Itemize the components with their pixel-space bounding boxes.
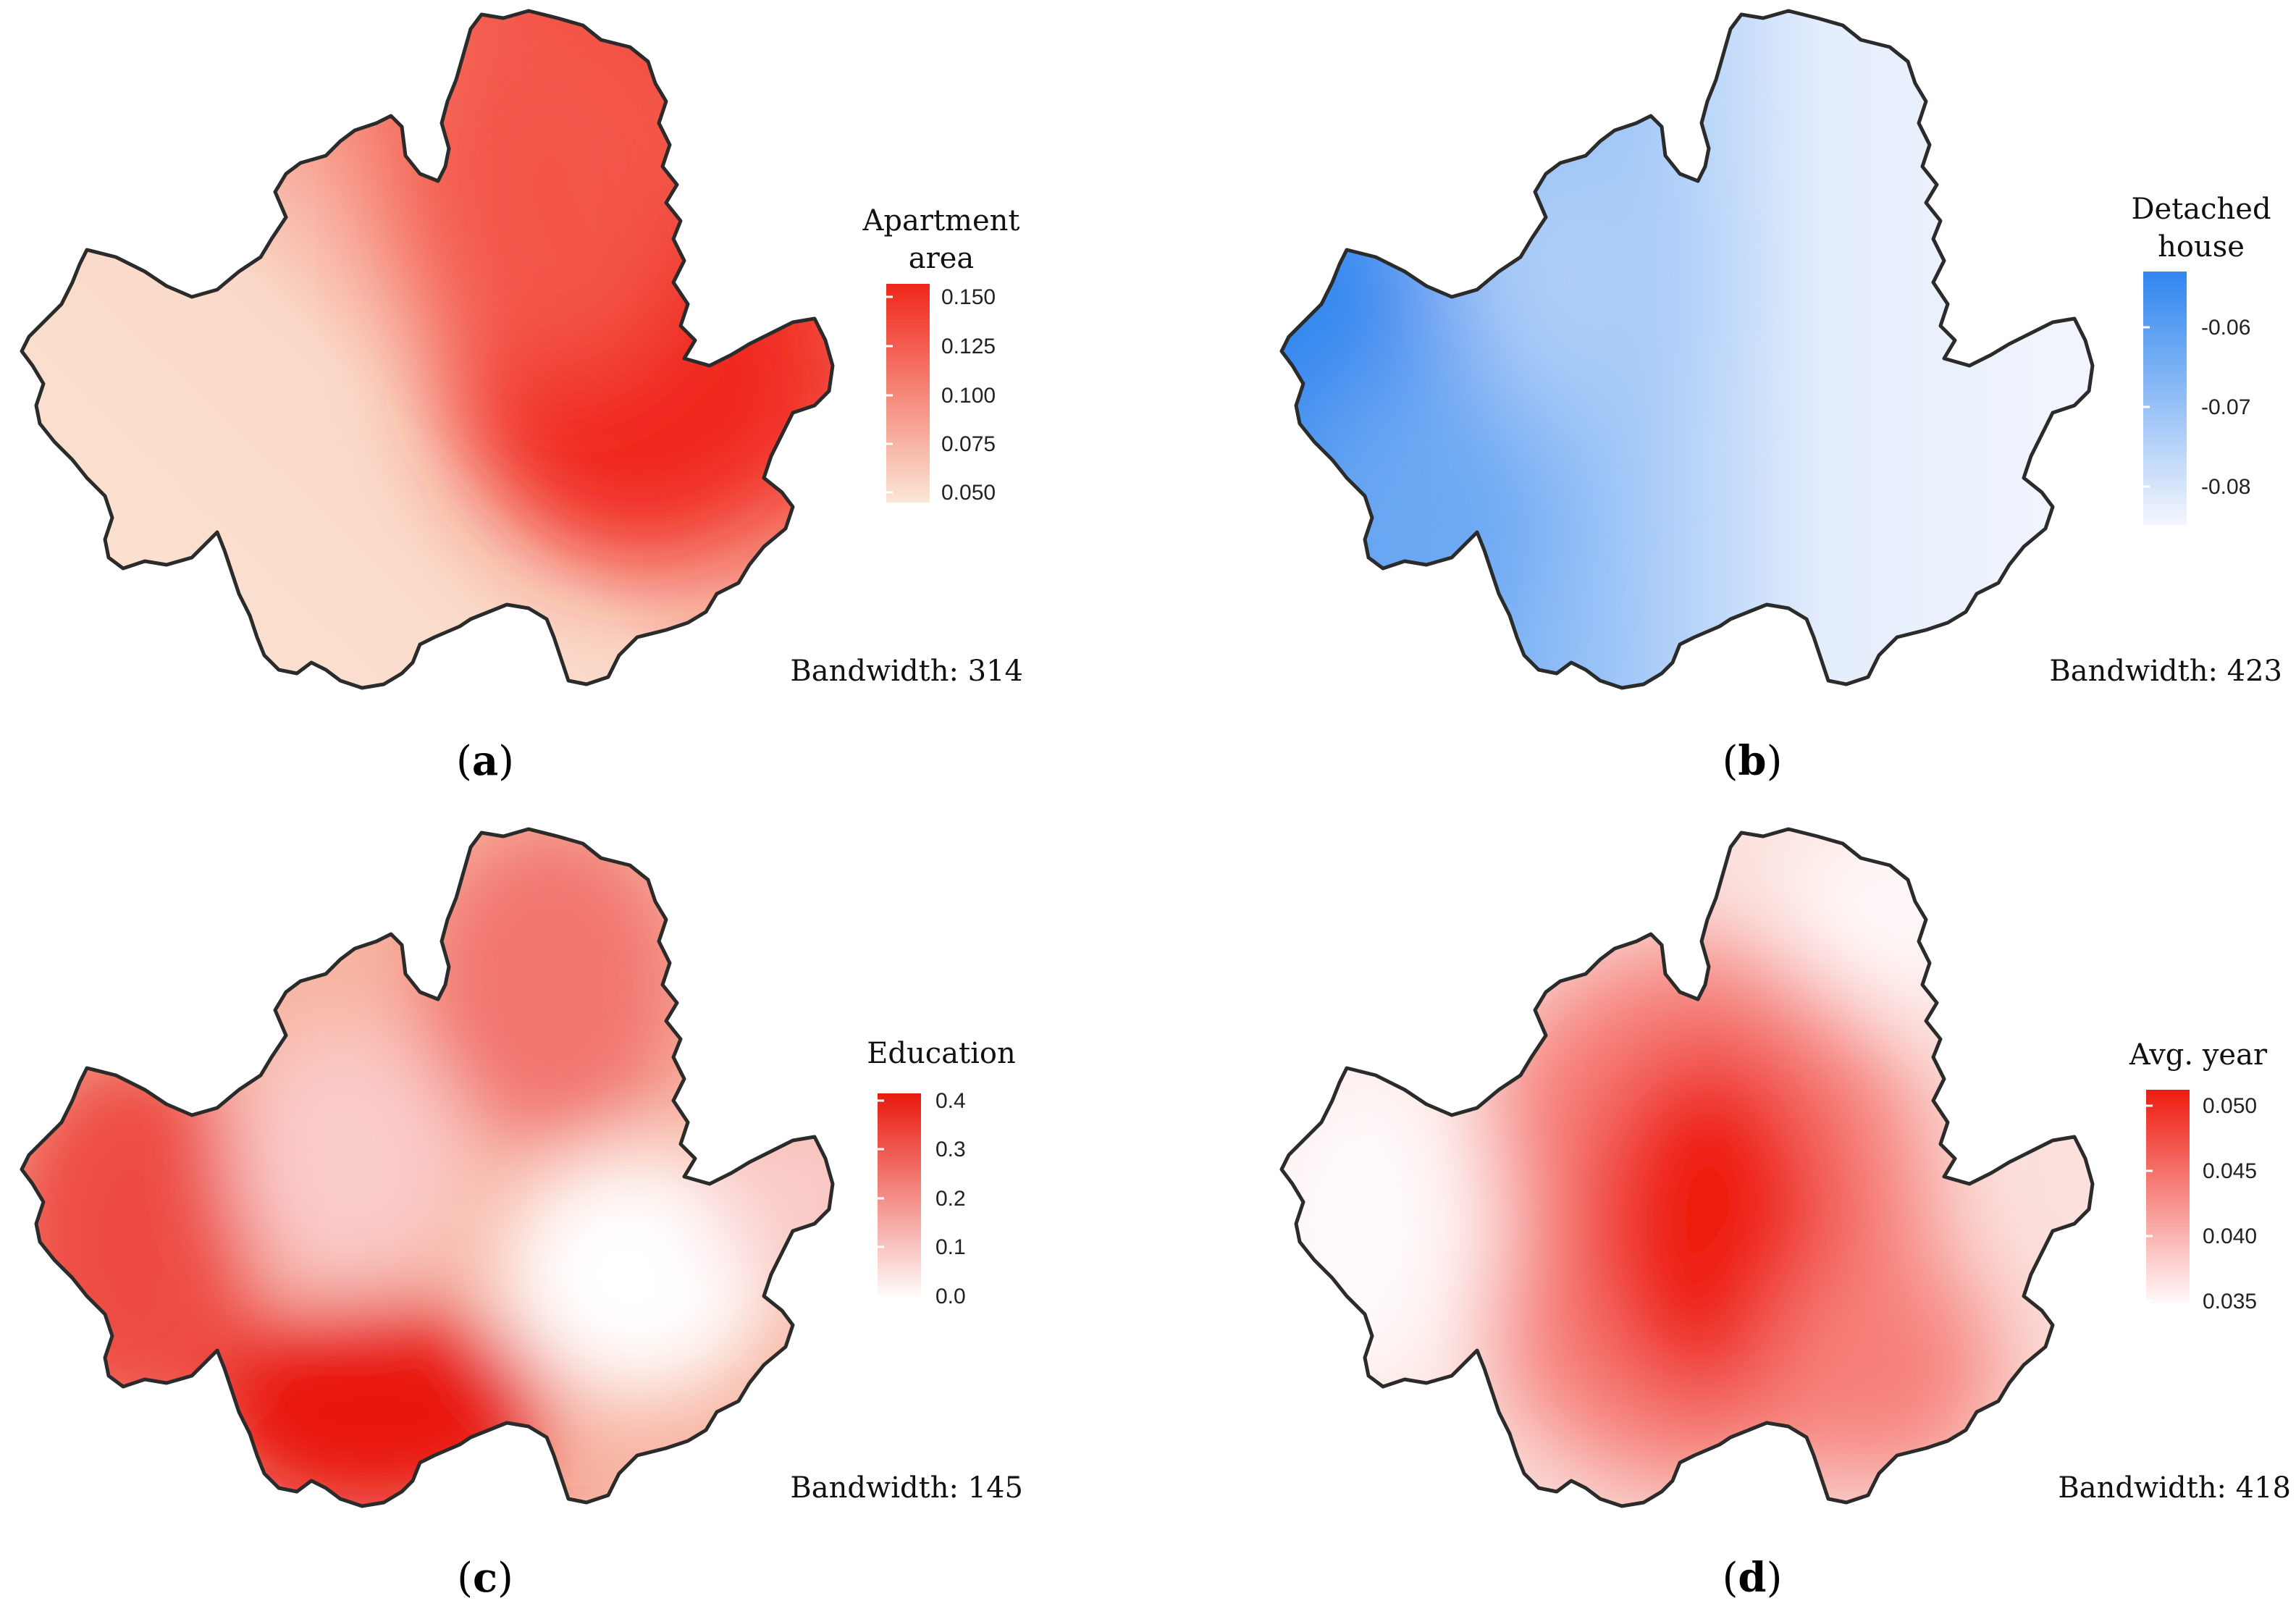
panel-avg-year: Avg. year 0.050 0.045 0.040 0.035 Bandwidth… [1238,818,2291,1602]
legend-title-line1: Apartment [862,204,1020,238]
panel-caption: (a) [456,737,514,785]
legend-tick-label: 0.4 [935,1089,966,1113]
coldspot-center [232,1028,463,1289]
legend-tick-label: 0.100 [941,384,996,408]
hotspot-north [405,11,695,377]
choropleth-map-education [0,818,883,1542]
bandwidth-label: Bandwidth: 314 [790,655,1023,688]
legend-ticks: 0.150 0.125 0.100 0.075 0.050 [886,285,996,505]
legend-tick-label: 0.040 [2203,1224,2257,1248]
bandwidth-label: Bandwidth: 423 [2049,655,2282,688]
legend-tick-label: 0.150 [941,285,996,309]
legend-ticks: 0.4 0.3 0.2 0.1 0.0 [878,1089,966,1308]
caption-letter: a [472,737,498,785]
legend-colorbar [2146,1090,2190,1303]
legend-ticks: -0.06 -0.07 -0.08 [2143,316,2250,499]
choropleth-map-apartment-area [0,0,869,724]
panel-detached-house: Detached house -0.06 -0.07 -0.08 Bandwidth… [1158,0,2282,785]
hotspot-southwest [1289,362,1521,652]
choropleth-map-avg-year [1238,818,2129,1542]
legend-title-line1: Education [867,1037,1016,1070]
legend-title-line1: Avg. year [2129,1038,2268,1072]
hotspot-southwest [232,1383,405,1506]
bandwidth-label: Bandwidth: 145 [790,1471,1023,1505]
panel-caption: (b) [1723,737,1783,785]
legend-title-line2: house [2158,230,2245,264]
legend-colorbar [2143,272,2187,525]
legend-title-line2: area [909,242,975,275]
legend-tick-label: 0.3 [935,1138,966,1161]
legend-tick-label: 0.1 [935,1235,966,1259]
legend-tick-label: -0.08 [2201,475,2250,499]
legend-tick-label: 0.035 [2203,1290,2257,1314]
hotspot-southeast [1767,1253,1998,1484]
bandwidth-label: Bandwidth: 418 [2058,1471,2291,1505]
legend-tick-label: 0.050 [941,481,996,505]
coldspot-north [1781,829,1998,1006]
legend-tick-label: 0.050 [2203,1094,2257,1118]
panel-caption: (c) [457,1554,513,1602]
legend-tick-label: 0.125 [941,335,996,358]
legend-tick-label: 0.0 [935,1285,966,1308]
legend-title-line1: Detached [2131,193,2271,226]
caption-letter: d [1738,1554,1766,1602]
panel-education: Education 0.4 0.3 0.2 0.1 0.0 Bandwidth: 145… [0,818,1023,1602]
legend-tick-label: -0.06 [2201,316,2250,340]
panel-caption: (d) [1723,1554,1783,1602]
hotspot-north [420,829,681,1144]
legend-avg-year: Avg. year 0.050 0.045 0.040 0.035 [2129,1038,2268,1314]
legend-apartment-area: Apartment area 0.150 0.125 0.100 0.075 0.050 [862,204,1020,505]
legend-colorbar [878,1093,921,1300]
legend-colorbar [886,284,930,503]
map-fill-gradient [22,829,833,1506]
legend-tick-label: 0.045 [2203,1159,2257,1183]
coldspot-east [500,1151,775,1397]
legend-tick-label: 0.2 [935,1187,966,1211]
map-fill-gradient [1282,829,1998,1492]
panel-apartment-area: Apartment area 0.150 0.125 0.100 0.075 0.050… [0,0,1023,785]
legend-tick-label: -0.07 [2201,395,2250,419]
legend-ticks: 0.050 0.045 0.040 0.035 [2146,1094,2257,1314]
choropleth-map-detached-house [1158,0,2129,724]
caption-letter: c [473,1554,497,1602]
legend-education: Education 0.4 0.3 0.2 0.1 0.0 [867,1037,1016,1308]
caption-letter: b [1738,737,1766,785]
hotspot-north-west [1448,130,1680,420]
hotspot-center [1586,1043,1832,1405]
legend-detached-house: Detached house -0.06 -0.07 -0.08 [2131,193,2271,525]
legend-tick-label: 0.075 [941,432,996,456]
coldspot-far-east [710,1108,833,1282]
